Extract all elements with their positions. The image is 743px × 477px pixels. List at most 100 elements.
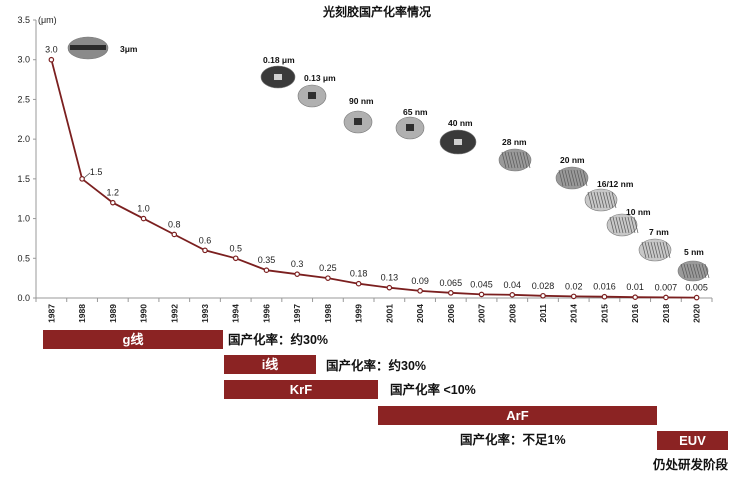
- y-tick-label: 3.0: [17, 55, 30, 65]
- y-tick-label: 2.0: [17, 134, 30, 144]
- data-point: [294, 271, 300, 277]
- y-tick-label: 0.5: [17, 253, 30, 263]
- x-tick-label: 1993: [200, 304, 210, 323]
- y-tick-label: 1.0: [17, 214, 30, 224]
- node-image-pattern: [698, 263, 704, 279]
- node-image-pattern: [701, 263, 707, 279]
- data-label: 0.09: [411, 276, 429, 286]
- node-image-pattern: [686, 263, 692, 279]
- data-label: 0.13: [381, 273, 399, 283]
- data-label: 0.8: [168, 219, 181, 229]
- process-node-image: [677, 260, 710, 282]
- x-tick-label: 2016: [630, 304, 640, 323]
- node-image-pattern: [516, 151, 522, 169]
- data-point: [540, 292, 546, 299]
- node-image-pattern: [689, 263, 695, 279]
- data-label: 0.028: [532, 281, 555, 291]
- node-image-pattern: [683, 263, 689, 279]
- y-tick-label: 3.5: [17, 15, 30, 25]
- data-point: [48, 56, 55, 63]
- data-label: 0.065: [440, 278, 463, 288]
- node-label: 65 nm: [403, 107, 428, 117]
- node-image-pattern: [567, 169, 573, 187]
- node-image-pattern: [570, 169, 576, 187]
- node-image-shape: [677, 260, 709, 282]
- x-tick-label: 1992: [169, 304, 179, 323]
- node-image-feature: [70, 45, 106, 50]
- x-tick-label: 1990: [139, 304, 149, 323]
- data-point: [601, 293, 608, 300]
- g-line-bar: g线: [43, 330, 223, 349]
- node-image-pattern: [662, 241, 668, 259]
- x-tick-label: 2015: [599, 304, 609, 323]
- process-node-image: [343, 110, 373, 134]
- x-tick-label: 1987: [46, 304, 56, 323]
- node-image-feature: [274, 74, 282, 80]
- data-label: 0.02: [565, 281, 583, 291]
- axes: 0.0 0.5 1.0 1.5 2.0 2.5 3.0 3.5 1987 1988 1989 1990…: [17, 15, 713, 323]
- x-tick-label: 2007: [477, 304, 487, 323]
- node-image-pattern: [608, 191, 614, 209]
- node-image-shape: [584, 188, 618, 212]
- node-image-pattern: [579, 169, 585, 187]
- data-point: [632, 294, 638, 301]
- euv-status: 仍处研发阶段: [653, 458, 729, 472]
- node-label: 16/12 nm: [597, 179, 634, 189]
- node-image-pattern: [513, 151, 519, 169]
- arf-bar: ArF: [378, 406, 657, 425]
- node-image-pattern: [680, 263, 686, 279]
- x-tick-label: 2014: [569, 304, 579, 323]
- data-label: 1.5: [90, 167, 103, 177]
- euv-bar: EUV: [657, 431, 728, 450]
- node-image-pattern: [650, 241, 656, 259]
- node-image-pattern: [504, 151, 510, 169]
- data-label: 0.045: [470, 279, 493, 289]
- node-image-pattern: [611, 191, 617, 209]
- node-image-pattern: [659, 241, 665, 259]
- node-image-feature: [454, 139, 462, 145]
- x-tick-label: 2001: [384, 304, 394, 323]
- x-tick-label: 1999: [354, 304, 364, 323]
- node-image-pattern: [633, 216, 639, 234]
- node-image-pattern: [612, 216, 618, 234]
- data-point: [79, 176, 85, 182]
- node-image-pattern: [519, 151, 525, 169]
- data-point: [263, 267, 270, 274]
- node-image-pattern: [609, 216, 615, 234]
- label-leader-line: [83, 172, 91, 179]
- node-image-pattern: [582, 169, 588, 187]
- i-line-bar: i线: [224, 355, 316, 374]
- node-image-pattern: [653, 241, 659, 259]
- node-image-pattern: [587, 191, 593, 209]
- node-image-pattern: [599, 191, 605, 209]
- data-point: [110, 199, 116, 206]
- data-point: [478, 291, 485, 298]
- node-image-pattern: [621, 216, 627, 234]
- node-image-pattern: [561, 169, 567, 187]
- x-tick-label: 1994: [231, 304, 241, 323]
- node-image-pattern: [564, 169, 570, 187]
- node-label: 0.18 μm: [263, 55, 295, 65]
- node-image-pattern: [573, 169, 579, 187]
- data-label: 0.18: [350, 269, 368, 279]
- data-point: [693, 294, 700, 301]
- node-image-pattern: [605, 191, 611, 209]
- data-label: 0.01: [626, 282, 644, 292]
- node-label: 40 nm: [448, 118, 473, 128]
- x-tick-label: 1989: [108, 304, 118, 323]
- data-point: [663, 294, 669, 301]
- data-point: [417, 288, 423, 294]
- x-tick-label: 1996: [261, 304, 271, 323]
- y-tick-label: 1.5: [17, 174, 30, 184]
- node-image-pattern: [647, 241, 653, 259]
- arf-rate: 国产化率：不足1%: [460, 433, 566, 447]
- data-point: [325, 275, 331, 281]
- node-image-pattern: [704, 263, 710, 279]
- data-point: [570, 293, 577, 300]
- data-point: [509, 292, 516, 298]
- data-point: [448, 290, 454, 296]
- node-label: 0.13 μm: [304, 73, 336, 83]
- node-label: 20 nm: [560, 155, 585, 165]
- x-tick-label: 2018: [661, 304, 671, 323]
- data-label: 0.3: [291, 259, 304, 269]
